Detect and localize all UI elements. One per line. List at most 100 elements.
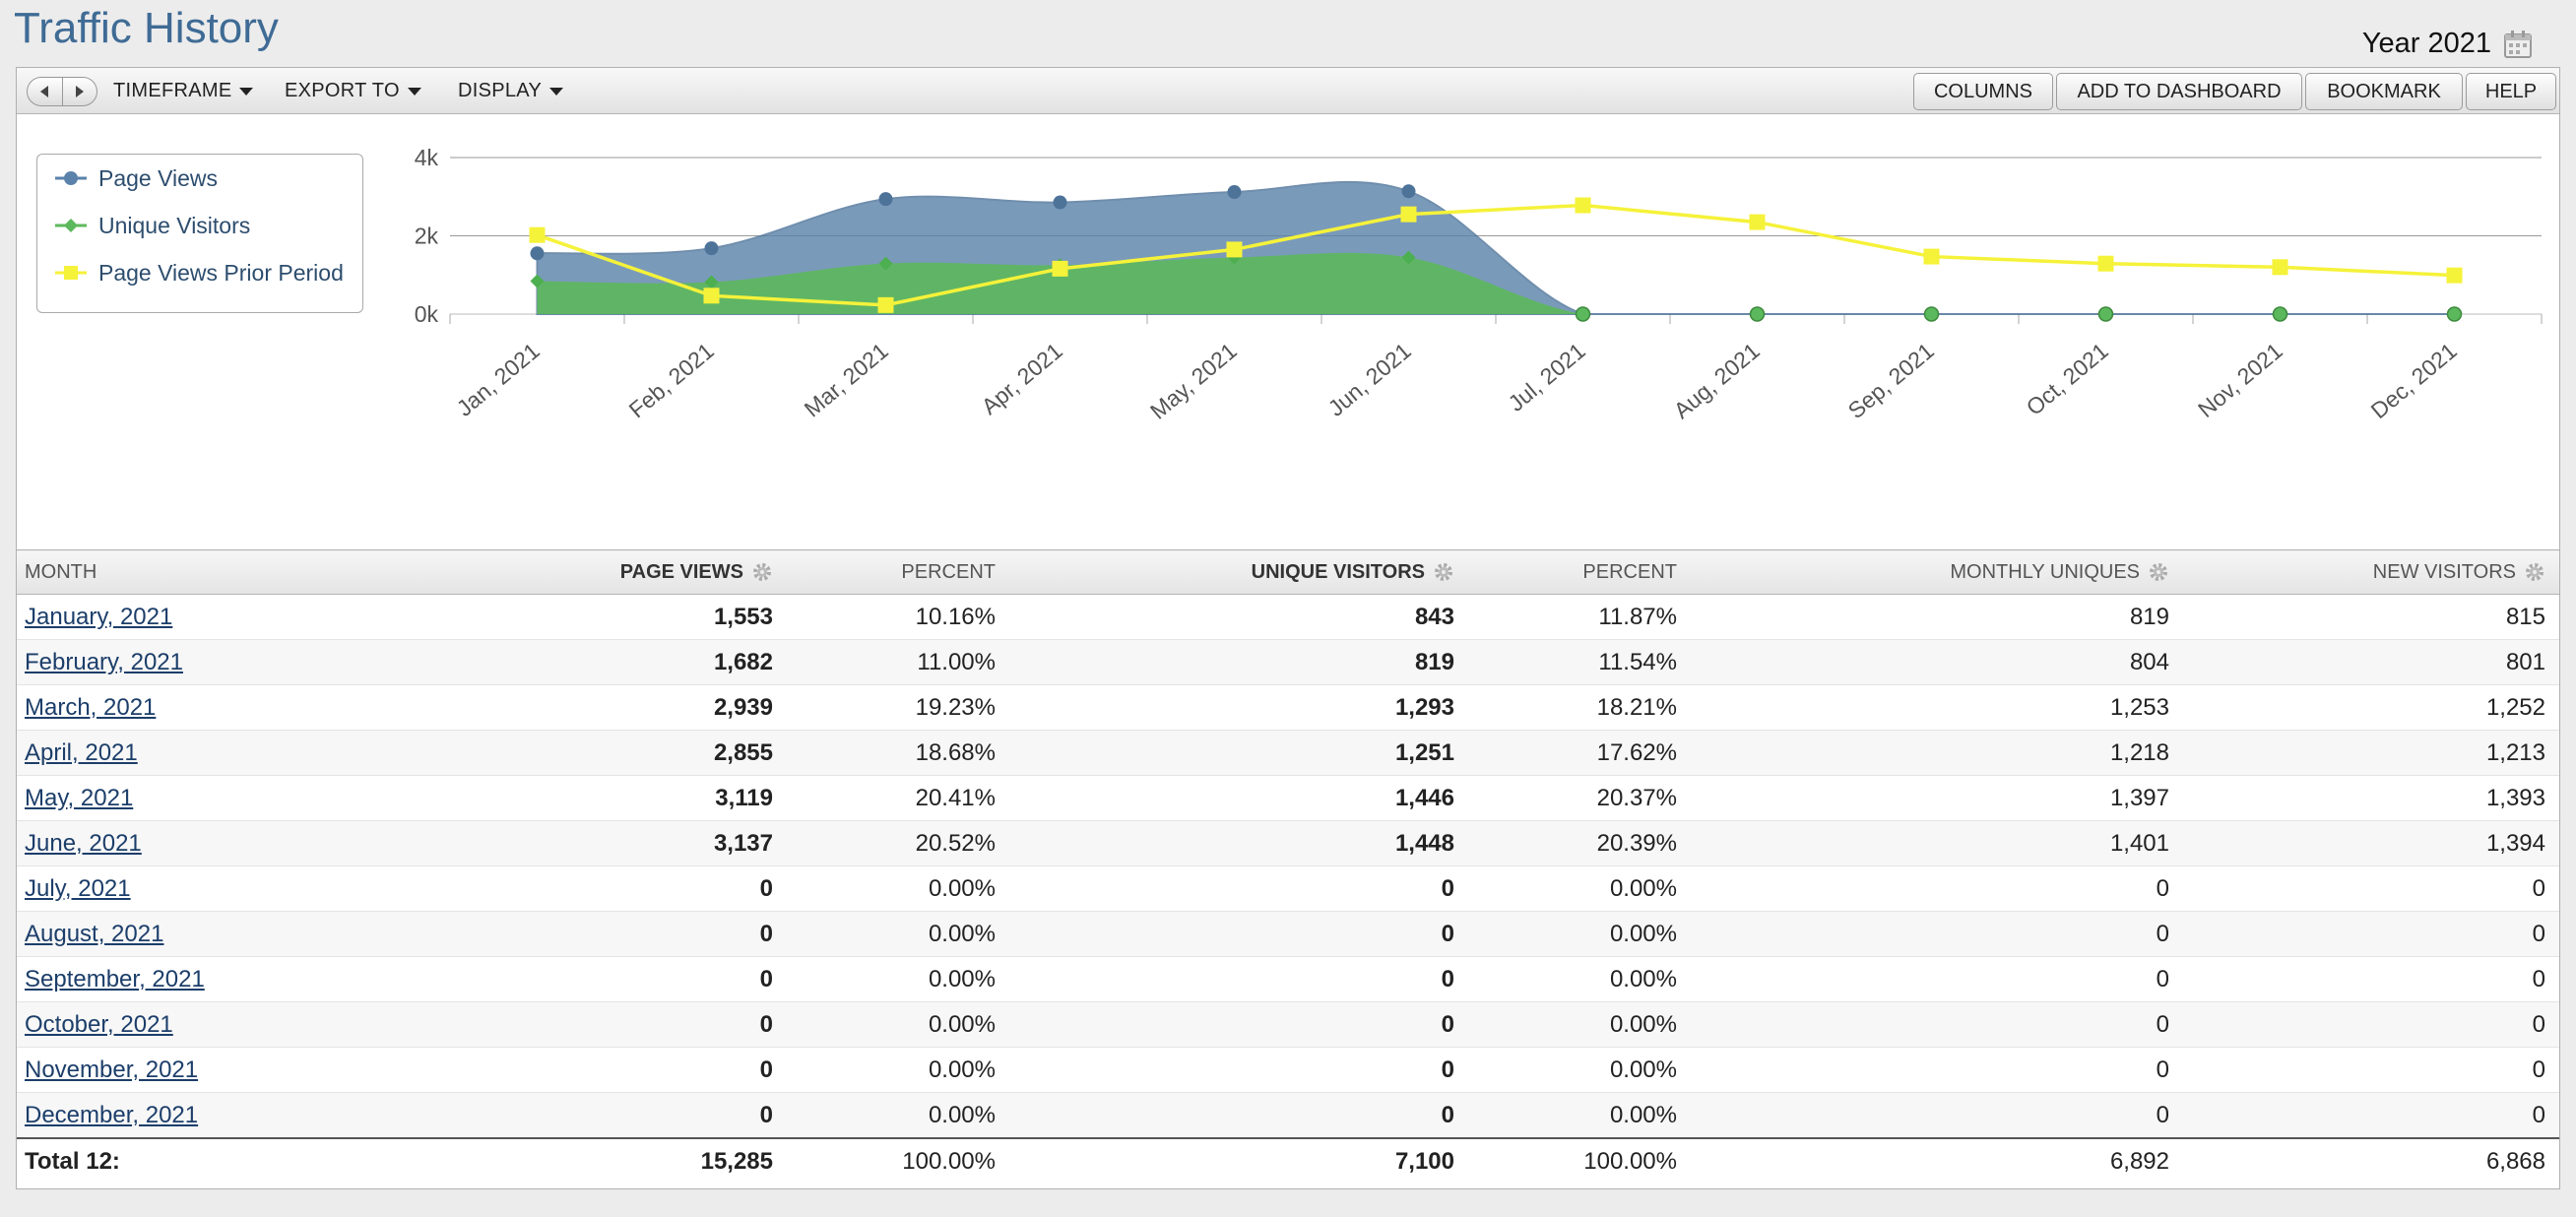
help-button[interactable]: HELP bbox=[2466, 73, 2556, 110]
unique-visitors-point bbox=[704, 275, 719, 289]
cell-page-views: 0 bbox=[352, 1001, 787, 1048]
cell-monthly-uniques: 0 bbox=[1691, 1001, 2183, 1048]
next-period-button[interactable] bbox=[61, 78, 97, 105]
cell-percent-page-views: 10.16% bbox=[787, 594, 1009, 640]
prior-period-point bbox=[1923, 248, 1940, 265]
cell-page-views: 2,939 bbox=[352, 684, 787, 731]
cell-percent-page-views: 19.23% bbox=[787, 684, 1009, 731]
legend-label: Page Views Prior Period bbox=[98, 259, 344, 286]
table-body: January, 2021 1,553 10.16% 843 11.87% 819 815 F… bbox=[17, 594, 2559, 1139]
month-link[interactable]: April, 2021 bbox=[25, 738, 138, 766]
chart-legend: Page Views Unique Visitors Page Views Pr… bbox=[36, 154, 363, 313]
cell-percent-page-views: 0.00% bbox=[787, 911, 1009, 957]
display-menu-label: DISPLAY bbox=[458, 80, 543, 101]
month-link[interactable]: October, 2021 bbox=[25, 1010, 173, 1038]
cell-new-visitors: 0 bbox=[2183, 865, 2559, 912]
column-header-monthly-uniques[interactable]: MONTHLY UNIQUES bbox=[1691, 549, 2183, 595]
month-link[interactable]: May, 2021 bbox=[25, 784, 134, 811]
x-tick-label: Jul, 2021 bbox=[1503, 338, 1589, 416]
cell-new-visitors: 0 bbox=[2183, 1001, 2559, 1048]
table-row: April, 2021 2,855 18.68% 1,251 17.62% 1,218 1,… bbox=[17, 730, 2559, 776]
month-link[interactable]: June, 2021 bbox=[25, 829, 142, 857]
title-bar: Traffic History Year 2021 bbox=[0, 0, 2576, 65]
bookmark-button[interactable]: BOOKMARK bbox=[2305, 73, 2463, 110]
total-unique-visitors: 7,100 bbox=[1009, 1137, 1468, 1185]
x-tick-label: Feb, 2021 bbox=[624, 338, 719, 423]
caret-down-icon bbox=[407, 87, 421, 96]
cell-unique-visitors: 0 bbox=[1009, 1001, 1468, 1048]
month-link[interactable]: January, 2021 bbox=[25, 603, 173, 630]
cell-percent-unique-visitors: 0.00% bbox=[1468, 911, 1691, 957]
legend-item-prior-period[interactable]: Page Views Prior Period bbox=[55, 258, 344, 288]
header-label: PAGE VIEWS bbox=[619, 560, 743, 583]
x-tick-label: Nov, 2021 bbox=[2193, 338, 2287, 422]
cell-percent-unique-visitors: 0.00% bbox=[1468, 1092, 1691, 1139]
legend-item-unique-visitors[interactable]: Unique Visitors bbox=[55, 211, 250, 240]
cell-unique-visitors: 819 bbox=[1009, 639, 1468, 685]
cell-page-views: 0 bbox=[352, 865, 787, 912]
prior-period-point bbox=[703, 288, 720, 304]
header-label: UNIQUE VISITORS bbox=[1251, 560, 1425, 583]
gear-icon[interactable] bbox=[2524, 561, 2545, 583]
cell-percent-unique-visitors: 0.00% bbox=[1468, 1001, 1691, 1048]
cell-page-views: 0 bbox=[352, 1047, 787, 1093]
prior-period-point bbox=[1400, 206, 1417, 223]
cell-new-visitors: 815 bbox=[2183, 594, 2559, 640]
month-link[interactable]: September, 2021 bbox=[25, 965, 205, 993]
cell-monthly-uniques: 804 bbox=[1691, 639, 2183, 685]
report-panel: TIMEFRAME EXPORT TO DISPLAY COLUMNS ADD … bbox=[16, 67, 2560, 1189]
cell-month: February, 2021 bbox=[17, 639, 352, 685]
legend-item-page-views[interactable]: Page Views bbox=[55, 163, 218, 193]
column-header-unique-visitors[interactable]: UNIQUE VISITORS bbox=[1009, 549, 1468, 595]
page-views-point bbox=[1227, 185, 1242, 200]
display-menu[interactable]: DISPLAY bbox=[458, 68, 564, 113]
table-row: June, 2021 3,137 20.52% 1,448 20.39% 1,401 1,3… bbox=[17, 820, 2559, 866]
cell-month: July, 2021 bbox=[17, 865, 352, 912]
table-row: October, 2021 0 0.00% 0 0.00% 0 0 bbox=[17, 1001, 2559, 1048]
previous-period-button[interactable] bbox=[28, 78, 62, 105]
column-header-percent-page-views[interactable]: PERCENT bbox=[787, 549, 1009, 595]
gear-icon[interactable] bbox=[1433, 561, 1454, 583]
cell-new-visitors: 0 bbox=[2183, 911, 2559, 957]
column-header-new-visitors[interactable]: NEW VISITORS bbox=[2183, 549, 2559, 595]
column-header-percent-unique-visitors[interactable]: PERCENT bbox=[1468, 549, 1691, 595]
page-views-point bbox=[704, 241, 719, 256]
y-tick-label: 2k bbox=[415, 224, 439, 249]
gear-icon[interactable] bbox=[751, 561, 773, 583]
gear-icon[interactable] bbox=[2148, 561, 2169, 583]
month-link[interactable]: July, 2021 bbox=[25, 874, 131, 902]
month-link[interactable]: December, 2021 bbox=[25, 1101, 199, 1128]
legend-marker-diamond-icon bbox=[55, 219, 87, 232]
cell-percent-page-views: 18.68% bbox=[787, 730, 1009, 776]
column-header-page-views[interactable]: PAGE VIEWS bbox=[352, 549, 787, 595]
total-percent-unique-visitors: 100.00% bbox=[1468, 1137, 1691, 1185]
cell-unique-visitors: 1,293 bbox=[1009, 684, 1468, 731]
month-link[interactable]: March, 2021 bbox=[25, 693, 157, 721]
cell-new-visitors: 1,393 bbox=[2183, 775, 2559, 821]
export-menu[interactable]: EXPORT TO bbox=[285, 68, 421, 113]
column-header-month[interactable]: MONTH bbox=[17, 549, 352, 595]
month-link[interactable]: February, 2021 bbox=[25, 648, 183, 675]
header-label: PERCENT bbox=[1582, 560, 1677, 583]
prior-period-point bbox=[1226, 241, 1243, 258]
cell-unique-visitors: 0 bbox=[1009, 911, 1468, 957]
cell-percent-unique-visitors: 17.62% bbox=[1468, 730, 1691, 776]
chart-svg: 0k 2k 4k Jan, 2021 Feb, 2021 Mar, 2021 Apr, 20… bbox=[415, 145, 2543, 424]
unique-visitors-point bbox=[1401, 250, 1416, 265]
cell-new-visitors: 0 bbox=[2183, 1047, 2559, 1093]
columns-button[interactable]: COLUMNS bbox=[1913, 73, 2053, 110]
page-views-point bbox=[1053, 195, 1067, 210]
unique-visitors-point bbox=[1575, 306, 1591, 322]
timeframe-menu-label: TIMEFRAME bbox=[113, 80, 232, 101]
cell-page-views: 1,553 bbox=[352, 594, 787, 640]
cell-percent-page-views: 20.52% bbox=[787, 820, 1009, 866]
cell-page-views: 0 bbox=[352, 1092, 787, 1139]
cell-new-visitors: 801 bbox=[2183, 639, 2559, 685]
cell-monthly-uniques: 1,401 bbox=[1691, 820, 2183, 866]
add-to-dashboard-button[interactable]: ADD TO DASHBOARD bbox=[2056, 73, 2302, 110]
x-tick-label: Dec, 2021 bbox=[2366, 338, 2462, 423]
calendar-icon[interactable] bbox=[2503, 30, 2533, 59]
month-link[interactable]: August, 2021 bbox=[25, 920, 164, 947]
month-link[interactable]: November, 2021 bbox=[25, 1056, 199, 1083]
timeframe-menu[interactable]: TIMEFRAME bbox=[113, 68, 254, 113]
